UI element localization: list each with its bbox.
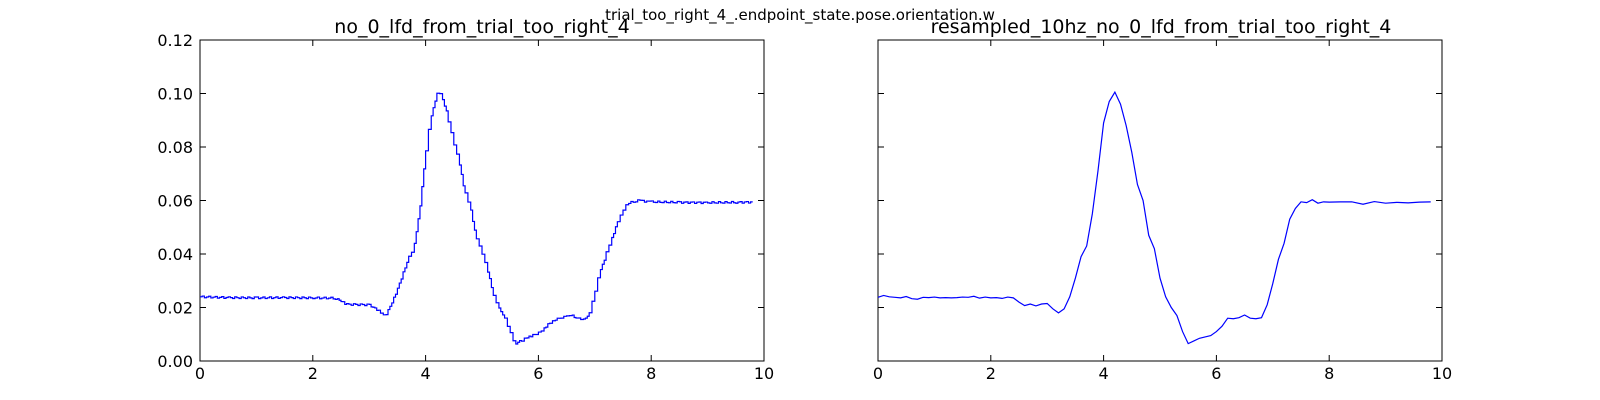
left-x-tick-label-1: 2 — [308, 364, 318, 383]
right-chart-title: resampled_10hz_no_0_lfd_from_trial_too_r… — [931, 16, 1392, 38]
figure-suptitle: trial_too_right_4_.endpoint_state.pose.o… — [605, 6, 995, 25]
left-y-tick-label-5: 0.10 — [157, 85, 193, 104]
right-plot-frame — [877, 39, 1443, 362]
left-y-tick-label-1: 0.02 — [157, 299, 193, 318]
right-x-tick-label-2: 4 — [1099, 364, 1109, 383]
left-series-line — [200, 92, 753, 345]
left-y-tick-label-6: 0.12 — [157, 31, 193, 50]
left-ticks — [199, 39, 765, 362]
right-x-tick-label-1: 2 — [986, 364, 996, 383]
left-y-tick-label-4: 0.08 — [157, 138, 193, 157]
left-y-tick-label-0: 0.00 — [157, 352, 193, 371]
right-tick-labels: 0 2 4 6 8 10 — [873, 364, 1452, 383]
left-x-tick-label-4: 8 — [646, 364, 656, 383]
left-x-tick-label-0: 0 — [195, 364, 205, 383]
left-x-tick-label-3: 6 — [533, 364, 543, 383]
left-chart-title: no_0_lfd_from_trial_too_right_4 — [334, 16, 629, 38]
left-chart: no_0_lfd_from_trial_too_right_4 0 2 4 6 8 100… — [157, 16, 774, 383]
right-chart: resampled_10hz_no_0_lfd_from_trial_too_r… — [873, 16, 1452, 383]
right-x-tick-label-0: 0 — [873, 364, 883, 383]
left-tick-labels: 0 2 4 6 8 10 0.00 0.02 0.04 0.06 0.08 0.10 0.12 — [157, 31, 774, 383]
right-ticks — [877, 39, 1443, 362]
right-x-tick-label-5: 10 — [1432, 364, 1452, 383]
left-x-tick-label-2: 4 — [421, 364, 431, 383]
left-plot-frame — [199, 39, 765, 362]
right-series-line — [877, 90, 1431, 345]
left-y-tick-label-2: 0.04 — [157, 245, 193, 264]
right-x-tick-label-4: 8 — [1324, 364, 1334, 383]
left-x-tick-label-5: 10 — [754, 364, 774, 383]
right-x-tick-label-3: 6 — [1211, 364, 1221, 383]
left-y-tick-label-3: 0.06 — [157, 192, 193, 211]
